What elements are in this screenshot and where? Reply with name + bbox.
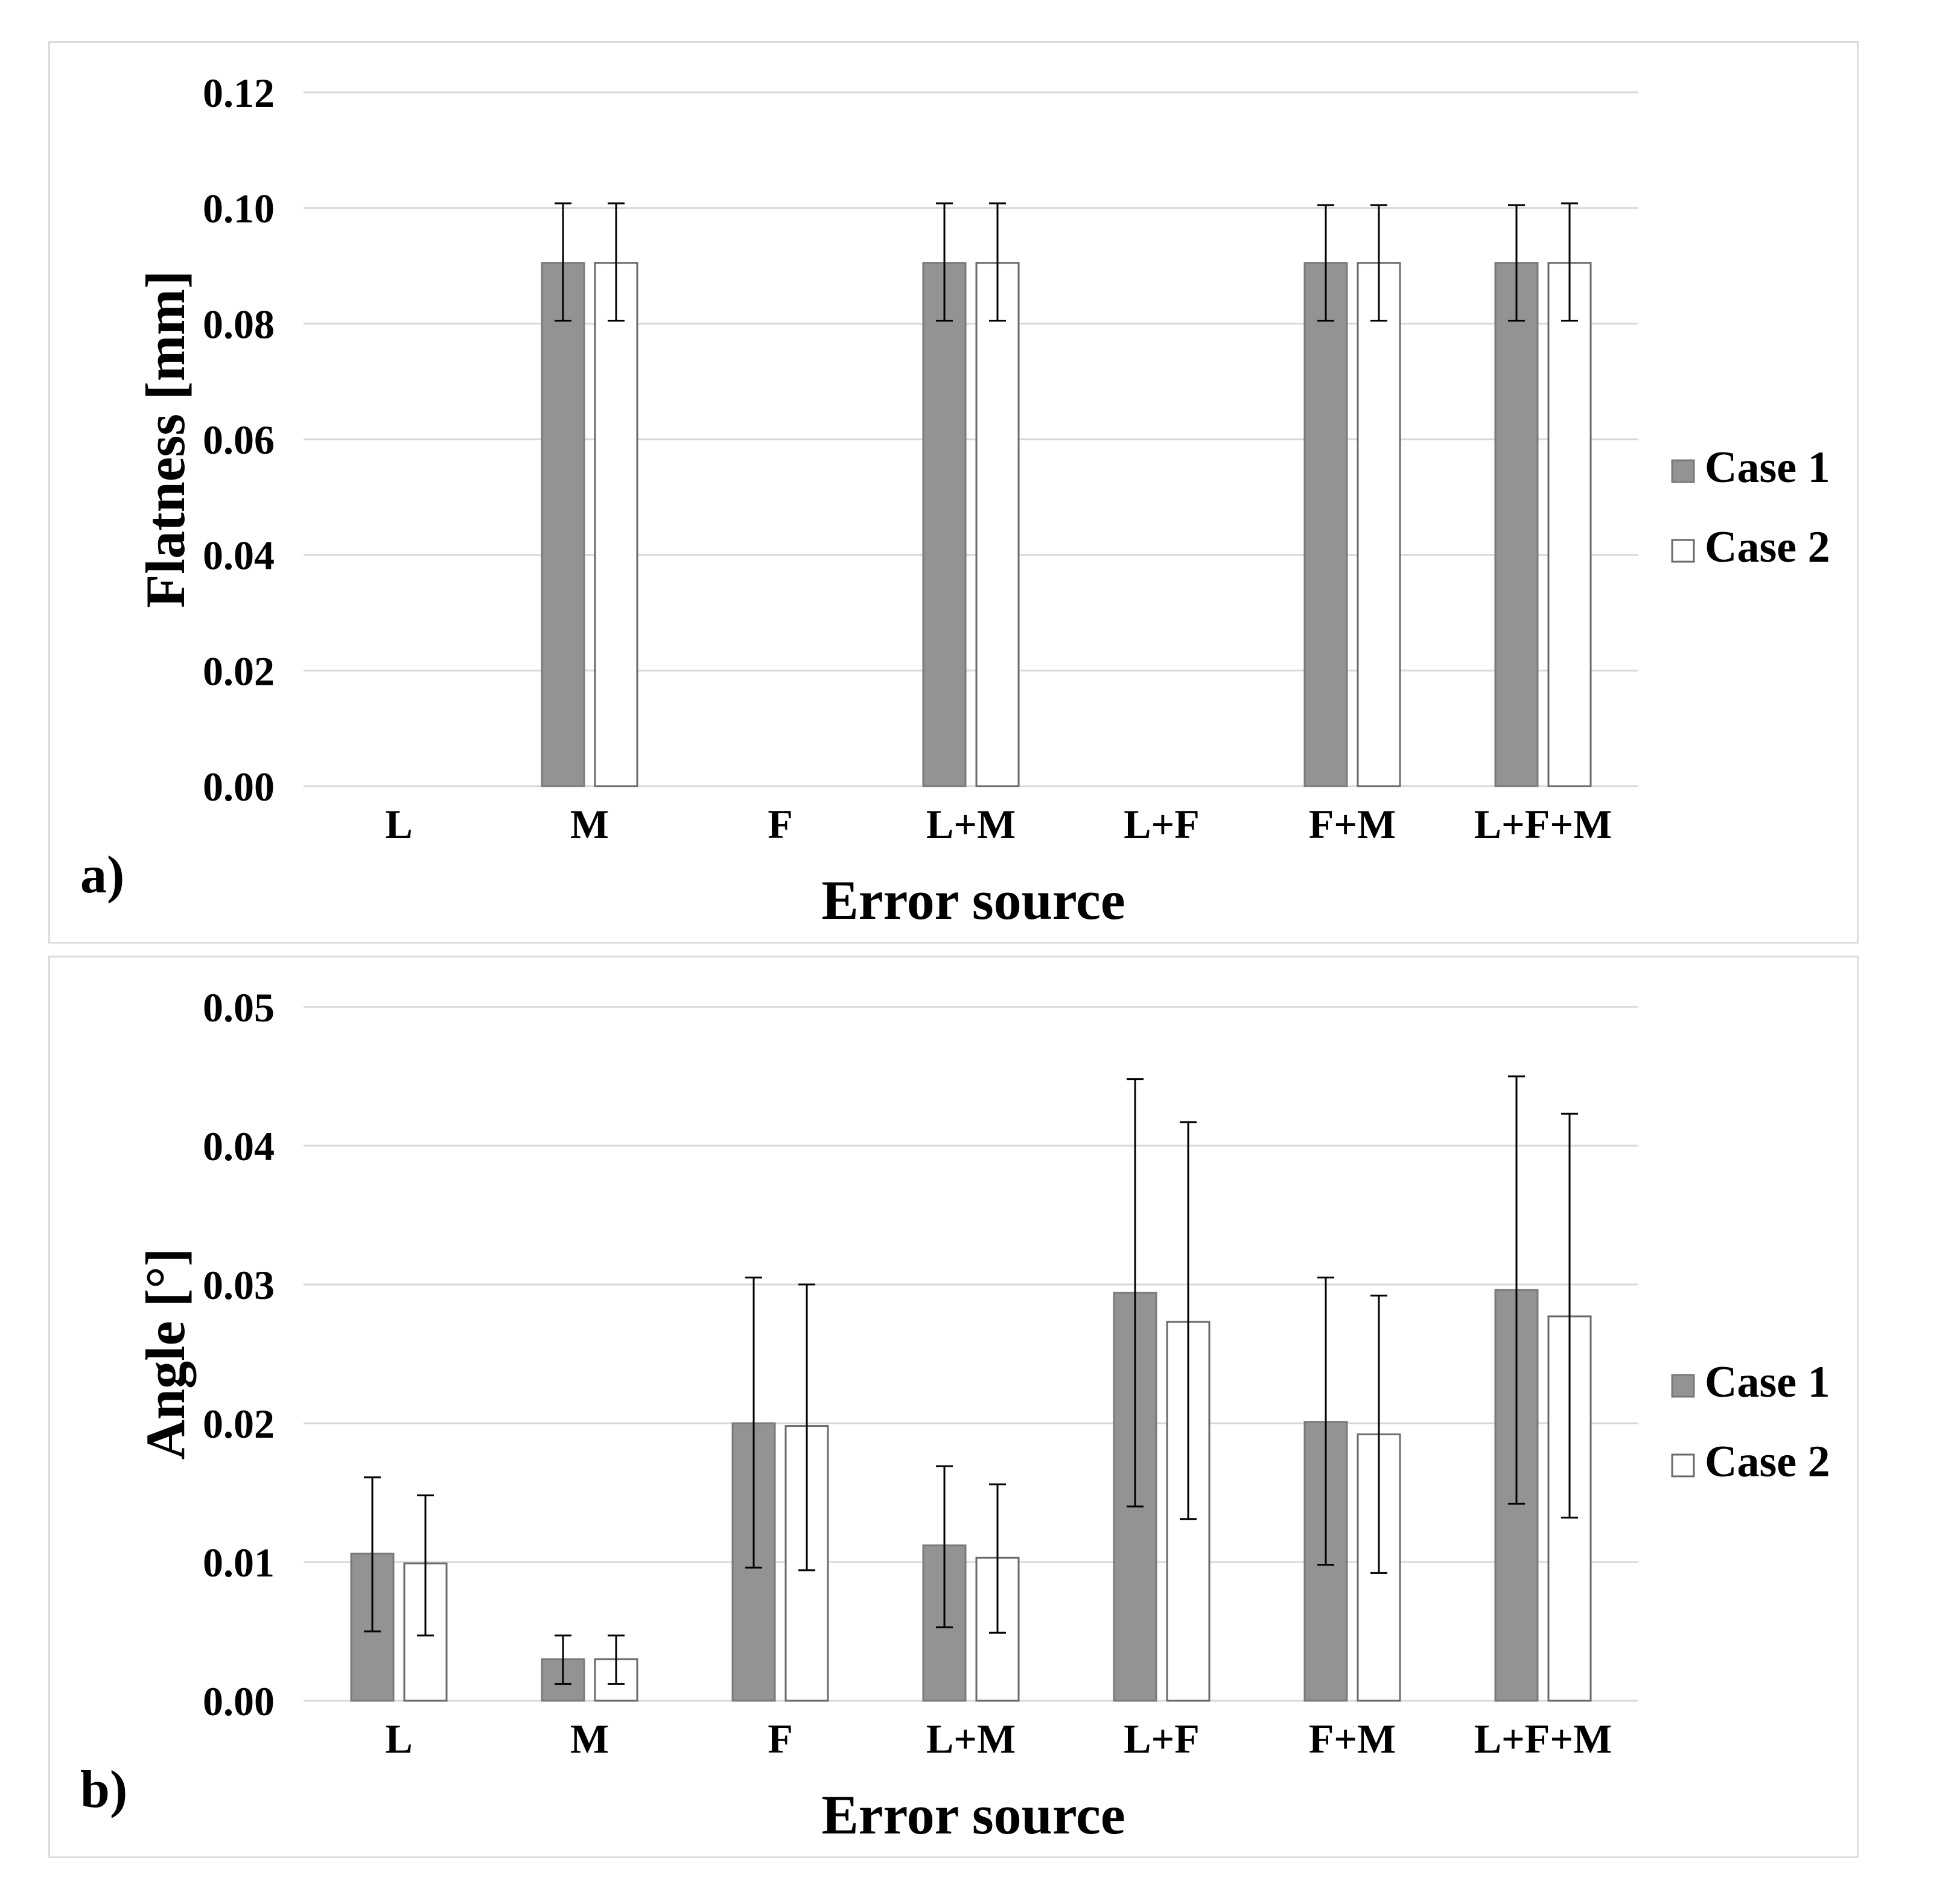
b-y-tick-label: 0.00 <box>203 1678 275 1724</box>
a-x-tick-label: L+F <box>1124 801 1200 847</box>
a-y-axis-title: Flatness [mm] <box>135 270 196 608</box>
a-bar-case-1 <box>1494 262 1539 787</box>
a-bar-case-2 <box>975 262 1020 787</box>
b-x-tick-label: L+M <box>926 1716 1016 1762</box>
a-panel-label: a) <box>80 846 124 904</box>
b-x-tick-label: M <box>570 1716 609 1762</box>
b-legend-swatch <box>1671 1453 1695 1478</box>
b-x-tick-label: L+F <box>1124 1716 1200 1762</box>
a-bar-case-2 <box>1357 262 1401 787</box>
b-legend-label: Case 1 <box>1705 1357 1830 1407</box>
b-x-axis-title: Error source <box>821 1784 1125 1846</box>
chart-panel-a: 0.00 0.02 0.04 0.06 0.08 0.10 0.12 L M F L+M L+F F+M… <box>48 41 1859 944</box>
b-legend-swatch <box>1671 1374 1695 1398</box>
b-x-tick-label: L <box>385 1716 412 1762</box>
a-legend-label: Case 2 <box>1705 522 1830 572</box>
flatness-chart: 0.00 0.02 0.04 0.06 0.08 0.10 0.12 L M F L+M L+F F+M… <box>80 70 1830 931</box>
a-bar-case-2 <box>1547 262 1592 787</box>
a-y-tick-label: 0.04 <box>203 533 275 579</box>
b-y-tick-label: 0.03 <box>203 1262 275 1308</box>
a-legend-swatch <box>1671 539 1695 563</box>
a-y-tick-label: 0.08 <box>203 301 275 347</box>
b-y-tick-label: 0.05 <box>203 985 275 1030</box>
a-legend-swatch <box>1671 459 1695 483</box>
b-y-tick-label: 0.01 <box>203 1540 275 1586</box>
a-y-tick-label: 0.10 <box>203 186 275 232</box>
angle-chart: 0.00 0.01 0.02 0.03 0.04 0.05 L M F L+M L+F F+M L+F+… <box>80 985 1830 1846</box>
a-x-tick-label: L <box>385 801 412 847</box>
a-x-tick-label: L+M <box>926 801 1016 847</box>
a-y-tick-label: 0.00 <box>203 764 275 810</box>
a-bar-case-1 <box>922 262 967 787</box>
b-legend-label: Case 2 <box>1705 1437 1830 1487</box>
b-x-tick-label: F <box>768 1716 793 1762</box>
a-legend-label: Case 1 <box>1705 443 1830 492</box>
a-x-tick-label: L+F+M <box>1474 801 1612 847</box>
a-bar-case-2 <box>594 262 638 787</box>
a-x-axis-title: Error source <box>821 869 1125 931</box>
a-bar-case-1 <box>541 262 585 787</box>
a-y-tick-label: 0.06 <box>203 417 275 463</box>
b-y-axis-title: Angle [°] <box>135 1248 196 1459</box>
b-y-tick-label: 0.02 <box>203 1401 275 1447</box>
b-x-tick-label: F+M <box>1309 1716 1396 1762</box>
a-x-tick-label: M <box>570 801 609 847</box>
chart-panel-b: 0.00 0.01 0.02 0.03 0.04 0.05 L M F L+M L+F F+M L+F+… <box>48 956 1859 1858</box>
b-y-tick-label: 0.04 <box>203 1123 275 1169</box>
a-x-tick-label: F <box>768 801 793 847</box>
a-bar-case-1 <box>1303 262 1348 787</box>
b-x-tick-label: L+F+M <box>1474 1716 1612 1762</box>
a-x-tick-label: F+M <box>1309 801 1396 847</box>
a-y-tick-label: 0.12 <box>203 70 275 116</box>
b-panel-label: b) <box>80 1760 127 1819</box>
a-y-tick-label: 0.02 <box>203 648 275 694</box>
